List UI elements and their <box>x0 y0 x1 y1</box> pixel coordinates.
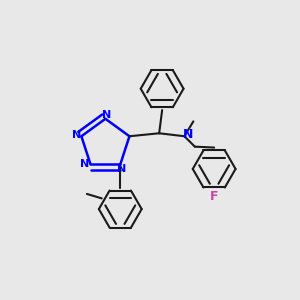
Text: N: N <box>72 130 82 140</box>
Text: F: F <box>210 190 218 203</box>
Text: N: N <box>117 164 126 174</box>
Text: N: N <box>80 160 89 170</box>
Text: N: N <box>102 110 112 120</box>
Text: N: N <box>183 128 193 141</box>
